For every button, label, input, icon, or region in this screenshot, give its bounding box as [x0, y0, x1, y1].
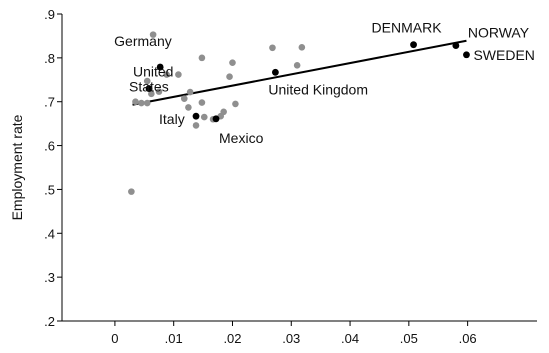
point-label: United [133, 64, 173, 80]
x-tick-label: .04 [341, 331, 359, 346]
data-point-labeled [145, 85, 153, 92]
data-point-other [132, 98, 139, 106]
data-point-other [226, 73, 233, 81]
axes: .2 .3 .4 .5 .6 .7 .8 .9 0 .01 .02 .03 .04 .05 .06 [44, 7, 537, 346]
point-label: United Kingdom [268, 81, 368, 97]
data-point-other [149, 31, 157, 38]
x-tick-label: .03 [282, 331, 300, 346]
data-point-labeled [192, 112, 200, 120]
point-label: States [129, 79, 169, 95]
y-tick-label: .4 [44, 226, 55, 241]
data-point-labeled [212, 115, 220, 123]
data-point-other [143, 77, 151, 85]
data-point-other [198, 54, 206, 62]
point-label: Italy [159, 111, 185, 127]
y-tick-label: .9 [44, 7, 55, 22]
data-point-other [293, 62, 301, 69]
data-point-other [200, 113, 208, 121]
data-point-other [175, 71, 182, 78]
x-tick-label: .06 [459, 331, 477, 346]
data-point-labeled [271, 68, 279, 76]
x-tick-label: 0 [111, 331, 118, 346]
data-point-other [185, 104, 192, 111]
x-tick-label: .05 [400, 331, 418, 346]
data-point-other [148, 90, 155, 98]
point-label: NORWAY [468, 25, 530, 41]
data-point-other [198, 99, 206, 106]
data-point-other [269, 44, 276, 52]
data-point-other [298, 44, 306, 51]
data-point-other [180, 95, 188, 102]
y-tick-label: .2 [44, 314, 55, 329]
point-label: DENMARK [372, 20, 443, 36]
point-labels-layer: DENMARK NORWAY SWEDEN Germany United Kingdom… [114, 20, 535, 146]
data-point-labeled [410, 41, 417, 49]
data-point-other [229, 59, 236, 66]
other-points-layer [128, 31, 306, 195]
y-tick-label: .3 [44, 270, 55, 285]
x-tick-label: .02 [223, 331, 241, 346]
data-point-other [143, 99, 151, 107]
y-tick-label: .5 [44, 182, 55, 197]
labeled-points-layer [145, 41, 470, 123]
data-point-other [163, 71, 170, 78]
data-point-other [186, 88, 194, 96]
data-point-other [155, 88, 163, 95]
y-tick-label: .8 [44, 51, 55, 66]
point-label: Mexico [219, 130, 264, 146]
y-tick-label: .6 [44, 139, 55, 154]
y-tick-label: .7 [44, 95, 55, 110]
point-label: SWEDEN [473, 47, 534, 63]
data-point-labeled [452, 42, 460, 49]
data-point-other [138, 99, 145, 107]
data-point-other [128, 188, 135, 195]
data-point-other [232, 100, 239, 108]
data-point-other [192, 122, 200, 129]
data-point-labeled [156, 63, 164, 71]
x-tick-label: .01 [165, 331, 183, 346]
y-axis-title: Employment rate [9, 114, 25, 220]
point-label: Germany [114, 33, 172, 49]
data-point-labeled [463, 51, 470, 59]
